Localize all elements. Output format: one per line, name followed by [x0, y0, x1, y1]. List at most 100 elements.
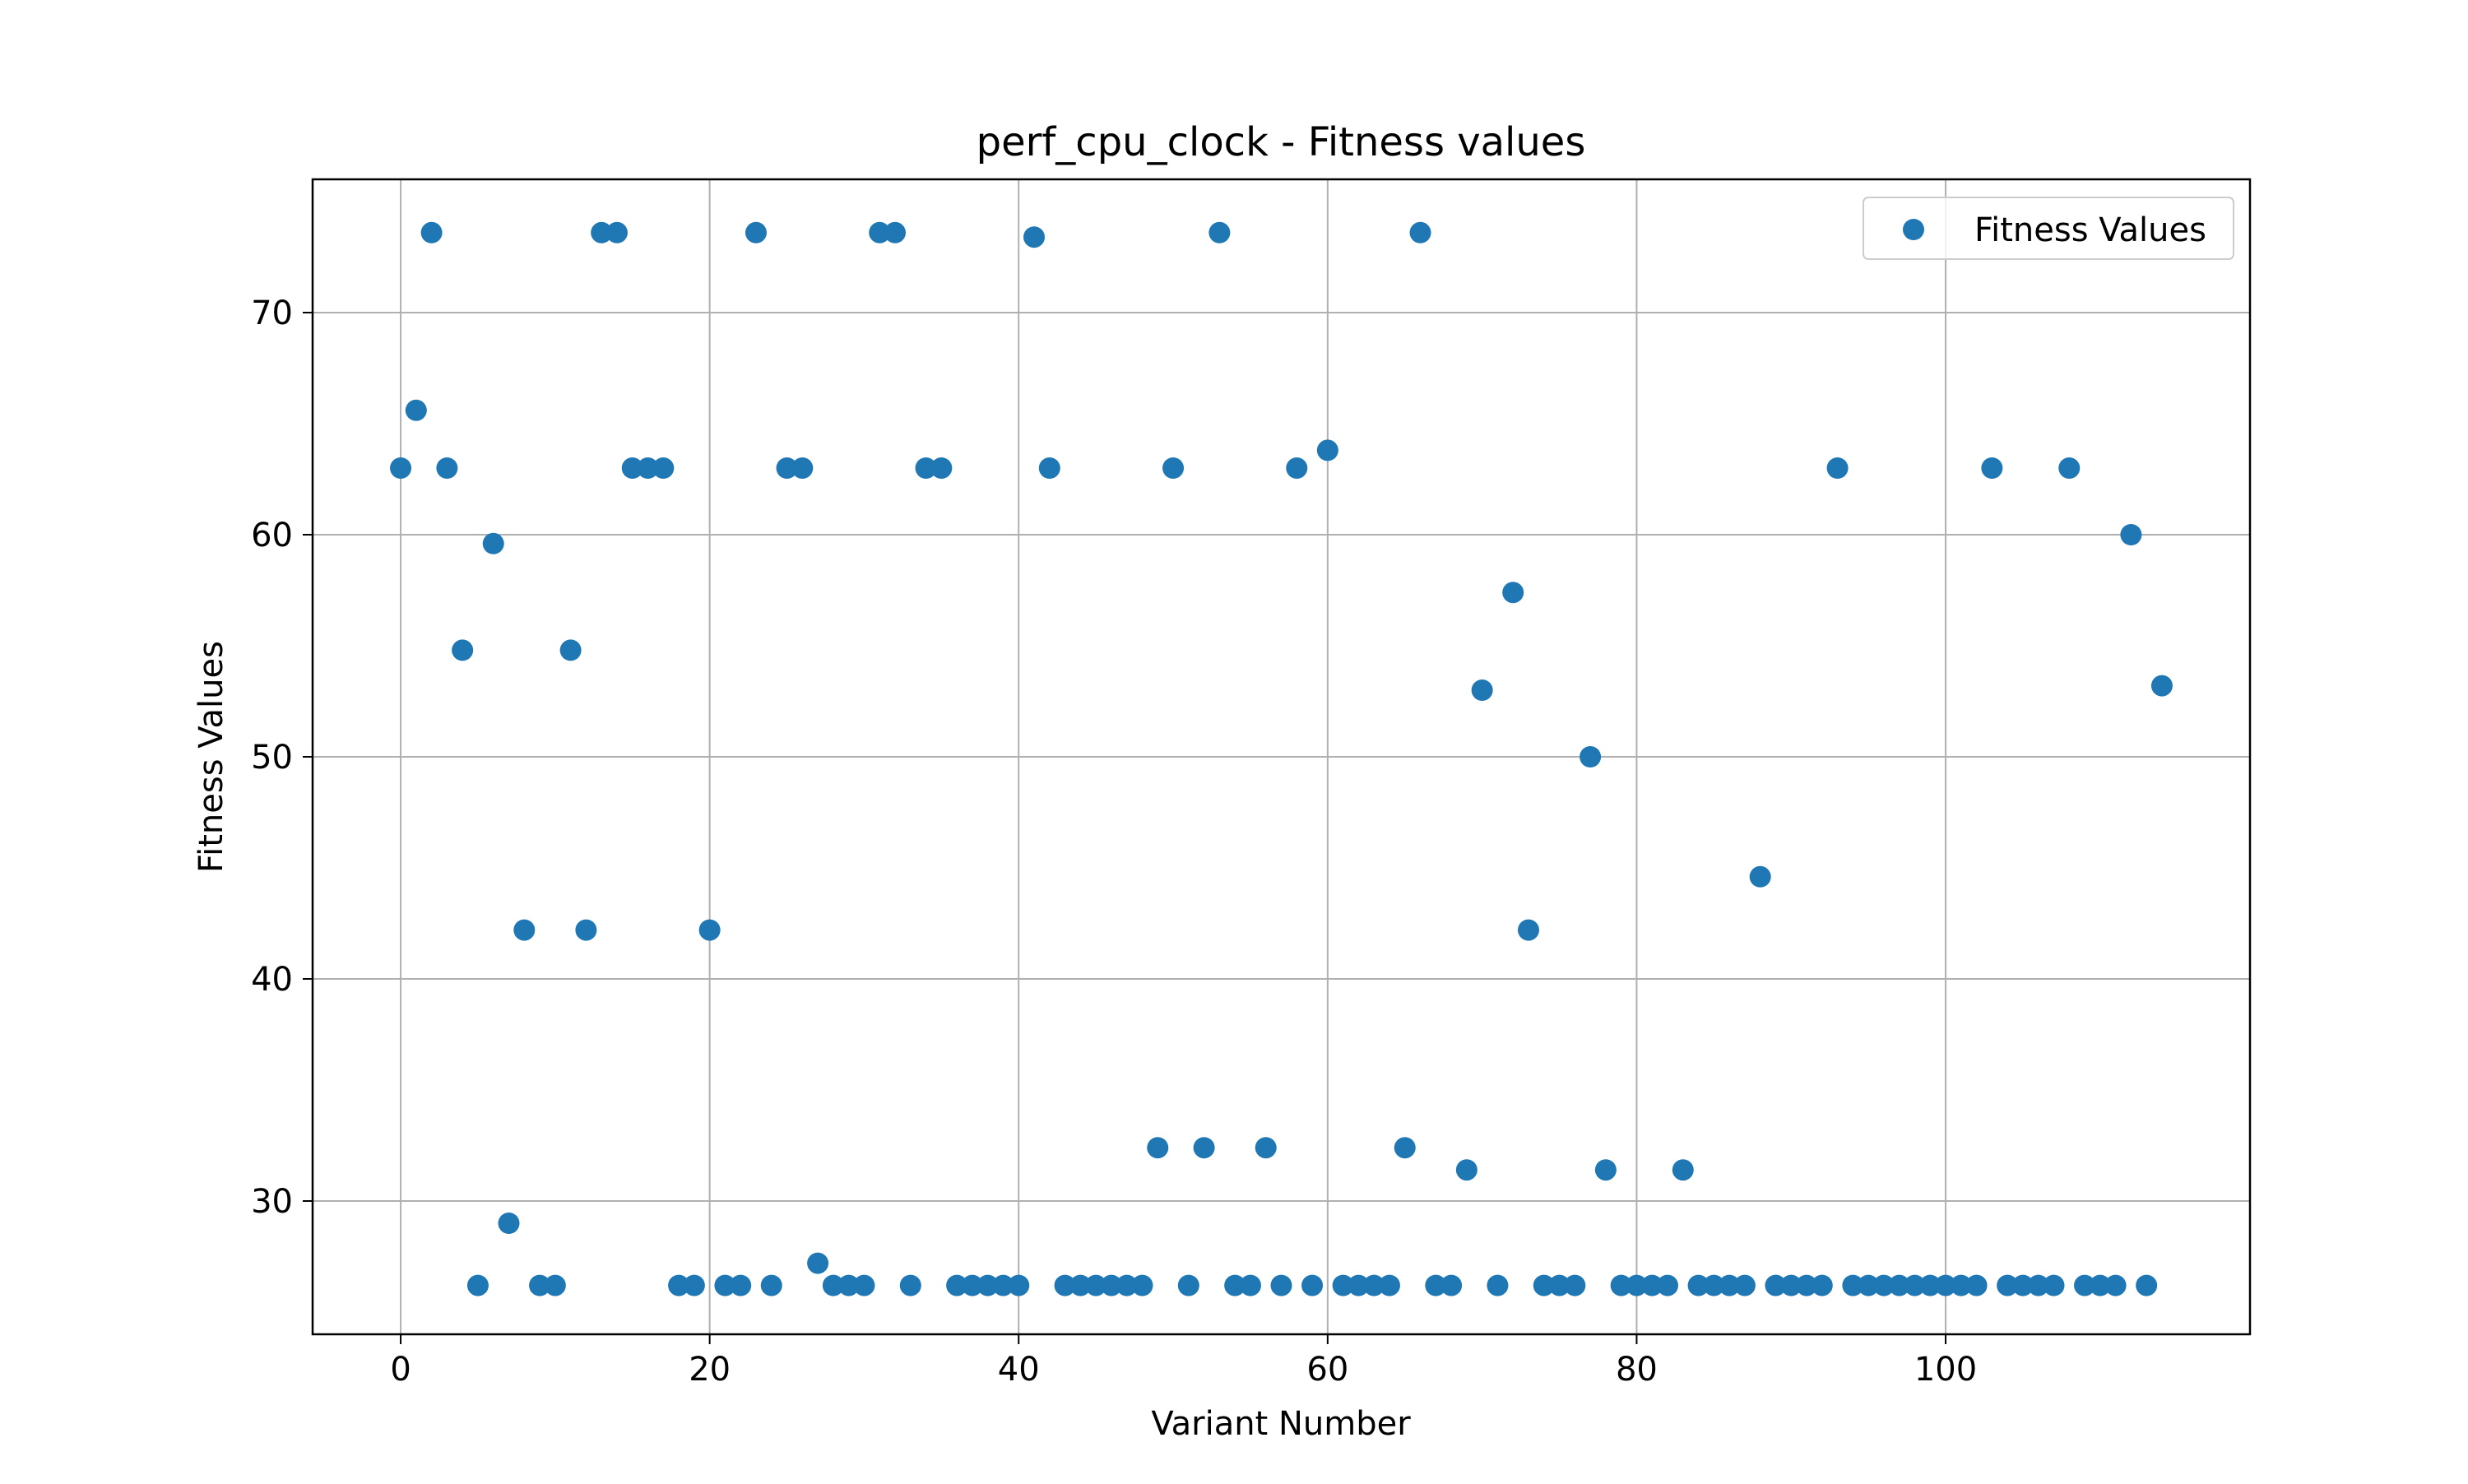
data-point — [513, 919, 536, 941]
data-point — [1796, 1274, 1818, 1296]
data-point — [977, 1274, 999, 1296]
data-point — [1904, 1274, 1926, 1296]
data-point — [1147, 1137, 1169, 1159]
data-point — [482, 532, 504, 554]
data-point — [668, 1274, 690, 1296]
y-axis-label: Fitness Values — [193, 641, 230, 873]
x-tick-label: 20 — [689, 1351, 731, 1389]
data-point — [1069, 1274, 1092, 1296]
data-point — [1517, 919, 1539, 941]
data-point — [1162, 457, 1185, 479]
data-point — [1054, 1274, 1076, 1296]
data-point — [1193, 1137, 1215, 1159]
data-point — [884, 221, 907, 243]
data-point — [452, 639, 474, 661]
data-point — [1085, 1274, 1107, 1296]
data-point — [1733, 1274, 1756, 1296]
data-point — [544, 1274, 566, 1296]
data-point — [1487, 1274, 1509, 1296]
data-point — [1471, 679, 1493, 701]
data-point — [2136, 1274, 2158, 1296]
data-point — [1935, 1274, 1957, 1296]
data-point — [992, 1274, 1014, 1296]
data-point — [1038, 457, 1060, 479]
y-tick-label: 50 — [251, 739, 293, 777]
data-point — [652, 457, 675, 479]
data-point — [1378, 1274, 1400, 1296]
data-point — [1564, 1274, 1586, 1296]
data-point — [714, 1274, 736, 1296]
data-point — [1533, 1274, 1555, 1296]
data-point — [420, 221, 443, 243]
data-point — [405, 399, 427, 421]
data-point — [1425, 1274, 1447, 1296]
data-point — [1270, 1274, 1292, 1296]
y-tick-label: 30 — [251, 1183, 293, 1221]
y-tick-label: 40 — [251, 961, 293, 999]
data-point — [1594, 1159, 1617, 1181]
data-point — [1997, 1274, 2019, 1296]
data-point — [853, 1274, 875, 1296]
data-point — [1394, 1137, 1416, 1159]
data-point — [1626, 1274, 1648, 1296]
data-point — [2150, 675, 2173, 697]
chart-title: perf_cpu_clock - Fitness values — [977, 119, 1586, 165]
data-point — [899, 1274, 921, 1296]
data-point — [1239, 1274, 1261, 1296]
data-point — [1502, 582, 1524, 604]
data-point — [591, 221, 613, 243]
data-point — [605, 221, 628, 243]
data-point — [1008, 1274, 1030, 1296]
data-point — [1641, 1274, 1663, 1296]
data-point — [2074, 1274, 2096, 1296]
data-point — [1672, 1159, 1694, 1181]
legend: Fitness Values — [1863, 197, 2234, 260]
x-tick-label: 80 — [1616, 1351, 1658, 1389]
data-point — [1023, 226, 1046, 248]
data-point — [730, 1274, 752, 1296]
data-point — [621, 457, 643, 479]
data-point — [559, 639, 582, 661]
data-point — [930, 457, 953, 479]
y-tick-label: 60 — [251, 517, 293, 554]
data-point — [2043, 1274, 2065, 1296]
data-point — [1177, 1274, 1199, 1296]
data-point — [1301, 1274, 1324, 1296]
data-point — [1363, 1274, 1385, 1296]
data-point — [1981, 457, 2003, 479]
data-point — [2120, 524, 2142, 545]
data-point — [822, 1274, 844, 1296]
data-point — [1888, 1274, 1910, 1296]
data-point — [1703, 1274, 1725, 1296]
data-point — [1872, 1274, 1895, 1296]
data-point — [2027, 1274, 2049, 1296]
data-point — [1332, 1274, 1354, 1296]
x-tick-label: 0 — [390, 1351, 411, 1389]
data-point — [1580, 746, 1602, 768]
data-point — [529, 1274, 551, 1296]
data-point — [1656, 1274, 1678, 1296]
data-point — [1965, 1274, 1988, 1296]
data-points — [390, 221, 2173, 1296]
x-tick-label: 100 — [1914, 1351, 1977, 1389]
data-point — [1255, 1137, 1277, 1159]
data-point — [637, 457, 659, 479]
data-point — [837, 1274, 860, 1296]
data-point — [1919, 1274, 1941, 1296]
legend-box — [1863, 197, 2234, 260]
data-point — [807, 1252, 829, 1274]
data-point — [1765, 1274, 1787, 1296]
data-point — [760, 1274, 782, 1296]
data-point — [1316, 439, 1338, 461]
data-point — [1548, 1274, 1570, 1296]
data-point — [1224, 1274, 1246, 1296]
data-point — [1131, 1274, 1153, 1296]
data-point — [683, 1274, 705, 1296]
data-point — [1858, 1274, 1880, 1296]
data-point — [1409, 221, 1431, 243]
data-point — [2011, 1274, 2034, 1296]
data-point — [946, 1274, 968, 1296]
data-point — [2089, 1274, 2111, 1296]
